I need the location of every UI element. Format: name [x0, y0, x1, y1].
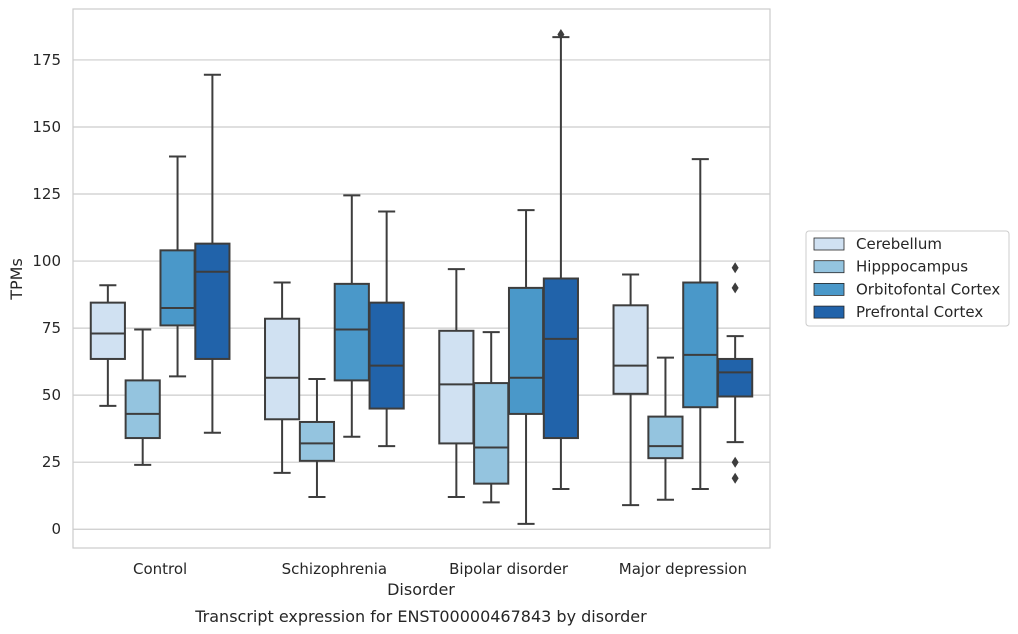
x-axis-title: Disorder	[387, 580, 455, 599]
legend-swatch	[813, 305, 845, 319]
box-prefrontal-cortex-control	[194, 73, 231, 434]
legend-label: Cerebellum	[856, 235, 942, 253]
box-orbitofontal-cortex-bipolar-disorder	[507, 209, 545, 525]
box-groups	[89, 28, 754, 525]
x-tick-label: Major depression	[619, 560, 747, 578]
box-body	[159, 249, 196, 327]
box-orbitofontal-cortex-major-depression	[682, 158, 719, 491]
y-tick-label: 100	[32, 252, 61, 270]
y-tick-label: 25	[42, 453, 61, 471]
box-body	[298, 420, 336, 462]
y-tick-label: 175	[32, 51, 61, 69]
box-body	[438, 329, 475, 445]
box-prefrontal-cortex-schizophrenia	[368, 210, 405, 448]
x-tick-label: Bipolar disorder	[449, 560, 569, 578]
legend-label: Orbitofontal Cortex	[856, 280, 1000, 298]
legend-swatch	[813, 260, 845, 274]
box-body	[507, 286, 545, 415]
box-cerebellum-major-depression	[612, 273, 649, 507]
outlier-point	[731, 456, 739, 468]
y-tick-label: 0	[51, 520, 61, 538]
box-cerebellum-control	[89, 284, 126, 407]
box-body	[368, 301, 405, 410]
legend: Cerebellum Hipppocampus Orbitofontal Corte…	[805, 230, 1010, 327]
y-tick-label: 150	[32, 118, 61, 136]
box-body	[612, 304, 649, 395]
x-axis-ticks: Control Schizophrenia Bipolar disorder Majo…	[133, 560, 747, 578]
y-axis-ticks: 0 25 50 75 100 125 150 175	[32, 51, 61, 538]
y-tick-label: 125	[32, 185, 61, 203]
box-body	[89, 301, 126, 360]
legend-swatch	[813, 282, 845, 296]
outlier-point	[557, 28, 565, 40]
plot-area-frame	[72, 8, 771, 549]
legend-frame	[805, 230, 1010, 327]
chart-caption: Transcript expression for ENST0000046784…	[194, 607, 647, 626]
box-body	[542, 277, 579, 440]
box-orbitofontal-cortex-control	[159, 155, 196, 378]
box-cerebellum-bipolar-disorder	[438, 268, 475, 499]
legend-label: Prefrontal Cortex	[856, 303, 983, 321]
box-cerebellum-schizophrenia	[264, 281, 301, 474]
x-tick-label: Schizophrenia	[282, 560, 387, 578]
y-tick-label: 75	[42, 319, 61, 337]
legend-label: Hipppocampus	[856, 258, 968, 276]
box-hipppocampus-bipolar-disorder	[473, 331, 510, 504]
box-body	[717, 357, 754, 398]
legend-items: Cerebellum Hipppocampus Orbitofontal Corte…	[813, 235, 1000, 321]
box-orbitofontal-cortex-schizophrenia	[333, 194, 370, 438]
box-body	[124, 379, 161, 440]
box-body	[647, 415, 684, 460]
y-axis-title: TPMs	[7, 258, 26, 301]
outlier-point	[731, 472, 739, 484]
box-body	[682, 281, 719, 409]
box-hipppocampus-control	[124, 328, 161, 466]
outlier-point	[731, 262, 739, 274]
box-prefrontal-cortex-bipolar-disorder	[542, 28, 579, 491]
box-body	[264, 317, 301, 421]
box-body	[333, 282, 370, 382]
box-hipppocampus-major-depression	[647, 356, 684, 501]
box-prefrontal-cortex-major-depression	[717, 262, 754, 484]
box-body	[194, 242, 231, 360]
box-hipppocampus-schizophrenia	[298, 378, 336, 499]
legend-swatch	[813, 237, 845, 251]
x-tick-label: Control	[133, 560, 187, 578]
box-body	[473, 382, 510, 485]
y-tick-label: 50	[42, 386, 61, 404]
outlier-point	[731, 282, 739, 294]
